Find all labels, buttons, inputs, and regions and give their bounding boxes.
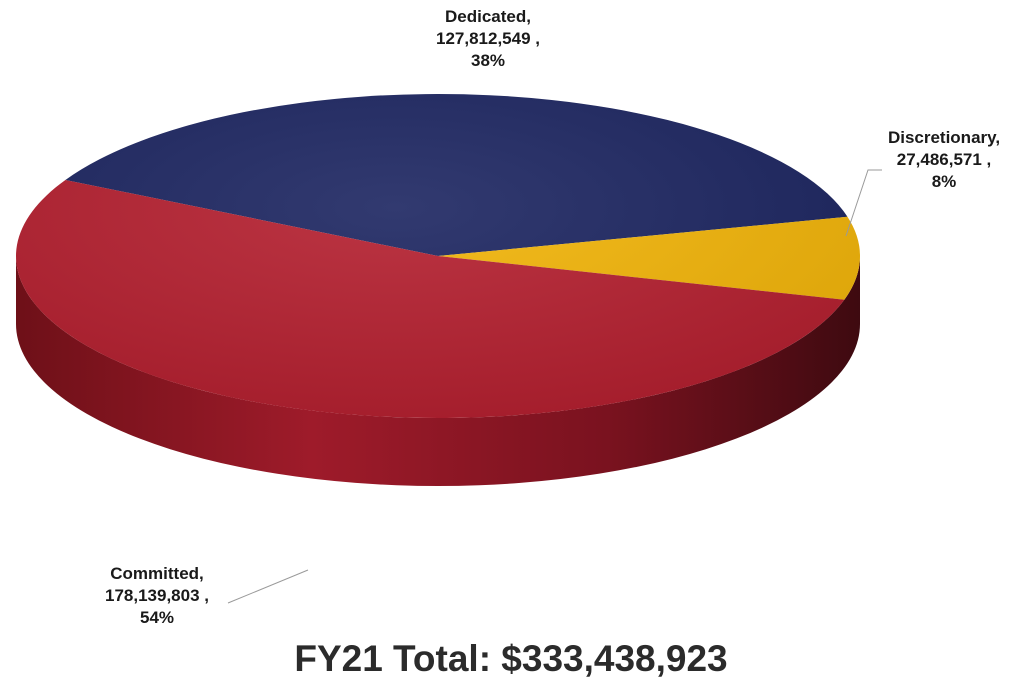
leader-line-discretionary [845,169,882,237]
data-label-line: 178,139,803 , [105,586,209,605]
data-label-line: 127,812,549 , [436,29,540,48]
chart-title: FY21 Total: $333,438,923 [294,638,728,679]
pie-side-wall [16,256,860,486]
data-label-line: 8% [932,172,957,191]
data-label-line: 54% [140,608,174,627]
leader-line-committed [227,569,309,604]
data-label-line: Discretionary, [888,128,1000,147]
data-label-discretionary: Discretionary, 27,486,571 , 8% [888,128,1000,191]
data-label-line: 38% [471,51,505,70]
data-label-line: 27,486,571 , [897,150,992,169]
pie-chart: Dedicated, 127,812,549 , 38% Discretionary,… [16,7,1000,627]
pie-top-shading [16,94,860,418]
data-label-committed: Committed, 178,139,803 , 54% [105,564,209,627]
data-label-line: Dedicated, [445,7,531,26]
data-label-line: Committed, [110,564,204,583]
data-label-dedicated: Dedicated, 127,812,549 , 38% [436,7,540,70]
